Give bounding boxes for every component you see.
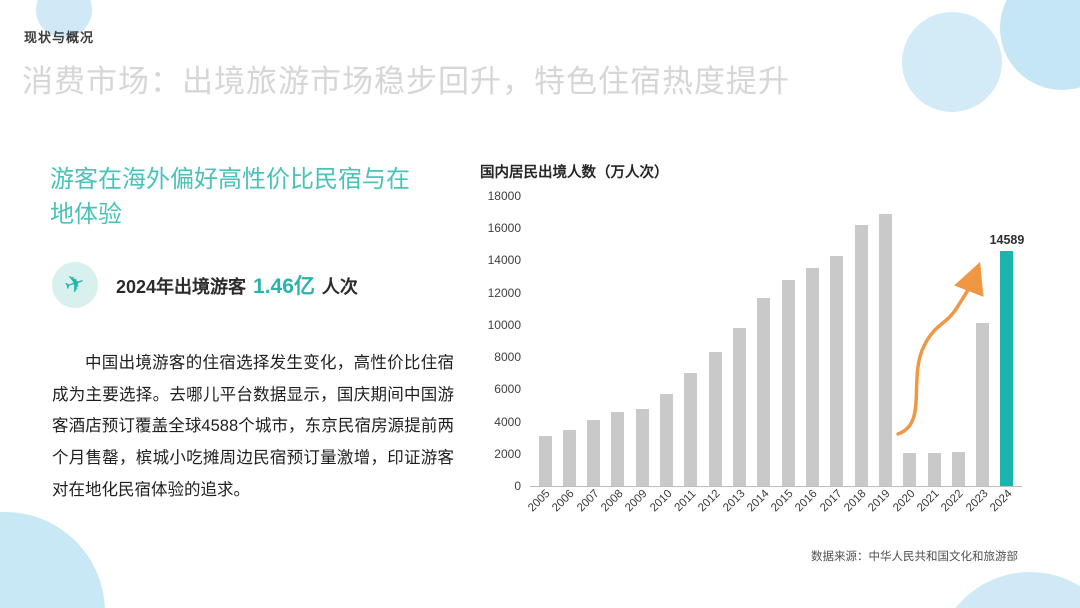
bar-slot: 2010 (648, 196, 679, 514)
bar (1000, 250, 1014, 486)
bar-slot: 2019 (866, 196, 897, 514)
bar-slot: 2011 (672, 196, 703, 514)
bar (854, 225, 868, 486)
bar-slot: 2009 (623, 196, 654, 514)
x-tick-label: 2013 (720, 487, 748, 515)
bar-slot: 2020 (891, 196, 922, 514)
bar (733, 327, 746, 486)
y-tick-label: 12000 (487, 285, 521, 300)
decorative-circle-bottom-left (0, 512, 105, 608)
bar (757, 298, 771, 486)
bar (562, 430, 576, 486)
bar-slot: 2016 (794, 196, 824, 514)
x-tick-label: 2012 (696, 487, 723, 515)
section-kicker: 现状与概况 (24, 30, 95, 45)
decorative-circle-top-right-corner (1000, 0, 1080, 90)
bar-slot: 2008 (599, 196, 630, 514)
bar (611, 412, 625, 486)
x-tick-label: 2024 (988, 487, 1015, 515)
y-tick-label: 6000 (494, 382, 521, 397)
bar-slot: 2023 (964, 196, 995, 514)
stat-text: 2024年出境游客 1.46亿 人次 (116, 270, 358, 300)
bar (903, 453, 917, 486)
bar-slot: 2007 (575, 196, 606, 514)
y-tick-label: 8000 (494, 350, 521, 365)
bar-slot: 2006 (550, 196, 581, 514)
x-tick-label: 2007 (574, 487, 602, 515)
bar-slot: 2015 (769, 196, 800, 514)
bar-slot: 2017 (818, 196, 849, 514)
x-tick-label: 2009 (623, 487, 650, 515)
airplane-icon: ✈ (61, 268, 89, 301)
bar-slot: 2014 (745, 196, 776, 514)
left-panel-heading: 游客在海外偏好高性价比民宿与在地体验 (50, 166, 410, 228)
bar-slot: 2018 (842, 196, 873, 514)
page-title: 消费市场：出境旅游市场稳步回升，特色住宿热度提升 (22, 64, 790, 99)
x-tick-label: 2023 (963, 487, 991, 515)
bar (951, 451, 965, 486)
bar (635, 409, 649, 486)
bar-slot: 2013 (721, 196, 752, 514)
y-tick-label: 14000 (487, 253, 521, 268)
y-tick-label: 18000 (487, 189, 521, 203)
x-tick-label: 2015 (769, 487, 796, 515)
x-tick-label: 2014 (744, 487, 772, 515)
x-tick-label: 2011 (672, 488, 699, 514)
bar (976, 323, 990, 486)
y-tick-label: 10000 (487, 317, 521, 332)
chart: 2005 2006 2007 2008 2009 2010 2011 2012 2013 2014… (480, 189, 1025, 514)
bar (805, 268, 819, 486)
bar (587, 419, 601, 486)
bar-slot: 14589 2024 (988, 196, 1024, 514)
bar (927, 452, 941, 486)
x-tick-label: 2016 (793, 487, 821, 515)
chart-title: 国内居民出境人数（万人次） (480, 165, 669, 181)
x-tick-label: 2006 (550, 487, 577, 515)
x-tick-label: 2005 (526, 487, 553, 515)
x-tick-label: 2020 (890, 487, 918, 515)
bar-slot: 2005 (526, 196, 557, 514)
bar-value-label: 14589 (989, 232, 1025, 247)
y-tick-label: 16000 (487, 221, 521, 236)
bar (538, 436, 552, 486)
bar-slot: 2012 (696, 196, 727, 514)
x-tick-label: 2022 (939, 487, 966, 515)
x-tick-label: 2017 (817, 487, 845, 515)
bar (878, 213, 892, 486)
stat-icon-circle: ✈ (52, 262, 98, 308)
decorative-circle-top-right (902, 12, 1002, 112)
chart-plot: 2005 2006 2007 2008 2009 2010 2011 2012 2013 2014… (488, 189, 1025, 514)
chart-bars: 2005 2006 2007 2008 2009 2010 2011 2012 2013 2014… (526, 196, 1024, 514)
bar (660, 393, 674, 486)
bar (781, 279, 795, 486)
x-tick-label: 2018 (842, 487, 869, 515)
x-tick-label: 2010 (647, 487, 675, 515)
y-tick-label: 4000 (494, 414, 521, 429)
stat-value: 1.46亿 (253, 275, 315, 298)
stat-prefix: 2024年出境游客 (116, 277, 247, 297)
bar (830, 256, 844, 486)
x-tick-label: 2008 (599, 487, 626, 515)
bar (708, 351, 722, 486)
bar-slot: 2021 (915, 196, 946, 514)
body-paragraph: 中国出境游客的住宿选择发生变化，高性价比住宿成为主要选择。去哪儿平台数据显示，国… (52, 354, 454, 499)
x-tick-label: 2021 (915, 487, 942, 515)
bar-slot: 2022 (939, 196, 970, 514)
outbound-tourists-stat: ✈ 2024年出境游客 1.46亿 人次 (52, 262, 358, 308)
y-tick-label: 0 (514, 479, 521, 493)
data-source-note: 数据来源：中华人民共和国文化和旅游部 (811, 551, 1018, 563)
x-tick-label: 2019 (866, 487, 894, 515)
y-tick-label: 2000 (494, 446, 521, 461)
bar (684, 372, 698, 486)
decorative-circle-bottom-right (935, 572, 1080, 608)
stat-suffix: 人次 (321, 277, 358, 297)
